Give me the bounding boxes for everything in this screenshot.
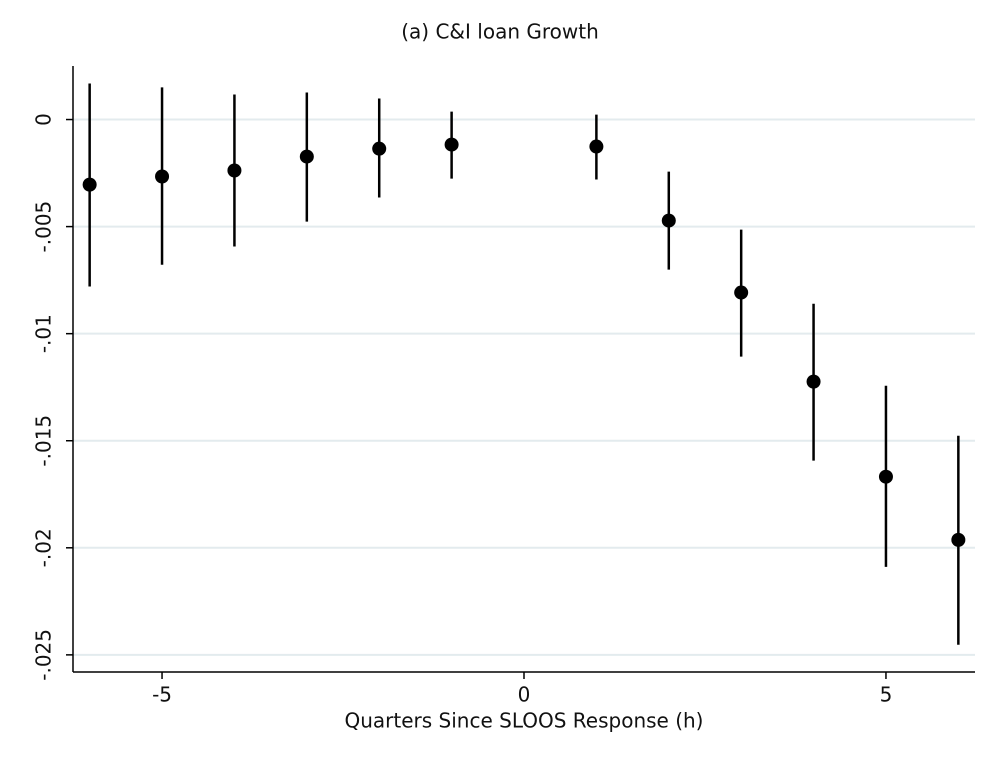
y-tick-label: -.005 (32, 201, 56, 253)
point (444, 137, 459, 152)
point (589, 139, 604, 154)
point (661, 213, 676, 228)
point (878, 469, 893, 484)
y-tick-label: -.01 (32, 314, 56, 353)
point (155, 169, 170, 184)
point (806, 374, 821, 389)
x-tick-label: 5 (880, 683, 893, 707)
y-tick-label: -.02 (32, 528, 56, 567)
point (299, 149, 314, 164)
y-tick-label: 0 (32, 113, 56, 126)
x-axis-label: Quarters Since SLOOS Response (h) (345, 709, 704, 733)
x-tick-label: -5 (152, 683, 172, 707)
point (951, 532, 966, 547)
chart-title: (a) C&I loan Growth (401, 20, 599, 44)
point (734, 285, 749, 300)
x-tick-label: 0 (518, 683, 531, 707)
y-tick-label: -.025 (32, 629, 56, 681)
y-tick-label: -.015 (32, 415, 56, 467)
point (372, 141, 387, 156)
point (227, 163, 242, 178)
point (82, 177, 97, 192)
